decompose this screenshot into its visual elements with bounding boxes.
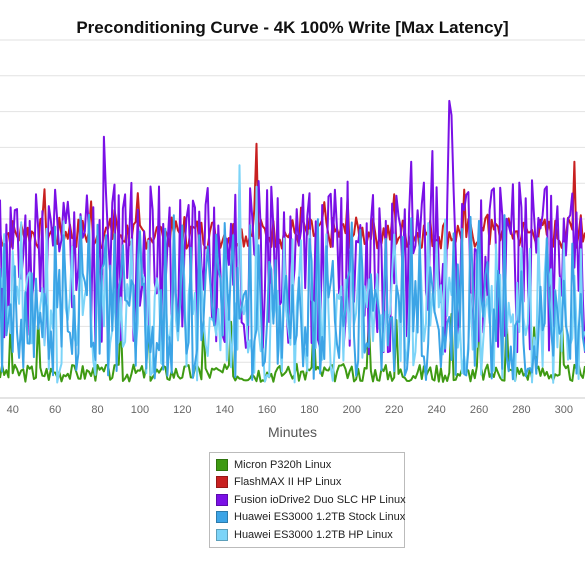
legend-label: FlashMAX II HP Linux [234,476,342,489]
x-tick-label: 120 [173,404,191,416]
x-tick-label: 280 [512,404,530,416]
legend-item[interactable]: Huawei ES3000 1.2TB HP Linux [216,526,398,544]
x-tick-label: 80 [91,404,103,416]
series-lines [0,99,585,384]
legend: Micron P320h Linux FlashMAX II HP Linux … [209,452,406,548]
legend-item[interactable]: Fusion ioDrive2 Duo SLC HP Linux [216,491,406,509]
legend-label: Micron P320h Linux [234,458,332,471]
legend-label: Huawei ES3000 1.2TB HP Linux [234,528,393,541]
legend-swatch [216,476,228,489]
legend-item[interactable]: Micron P320h Linux [216,456,398,474]
x-tick-label: 220 [385,404,403,416]
x-tick-label: 200 [343,404,361,416]
x-tick-label: 140 [215,404,233,416]
legend-swatch [216,528,228,541]
x-tick-label: 40 [7,404,19,416]
x-tick-label: 240 [427,404,445,416]
x-tick-label: 60 [49,404,61,416]
legend-swatch [216,511,228,524]
legend-swatch [216,493,228,506]
x-tick-label: 180 [300,404,318,416]
x-axis-label: Minutes [267,424,318,440]
legend-label: Fusion ioDrive2 Duo SLC HP Linux [234,493,406,506]
chart-title: Preconditioning Curve - 4K 100% Write [M… [76,18,509,37]
series-line [0,311,585,383]
x-tick-labels: 40 60 80 100 120 140 160 180 200 220 240 260 280 300 [7,404,573,416]
x-tick-label: 160 [258,404,276,416]
legend-swatch [216,458,228,471]
x-tick-label: 300 [555,404,573,416]
series-line [0,213,585,381]
legend-item[interactable]: FlashMAX II HP Linux [216,474,398,492]
legend-label: Huawei ES3000 1.2TB Stock Linux [234,511,406,524]
x-tick-label: 260 [470,404,488,416]
x-tick-label: 100 [131,404,149,416]
legend-item[interactable]: Huawei ES3000 1.2TB Stock Linux [216,509,405,527]
